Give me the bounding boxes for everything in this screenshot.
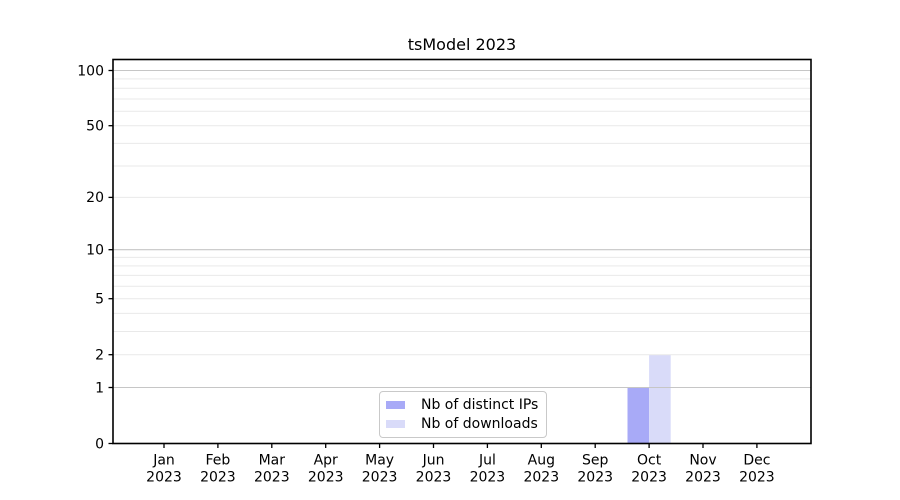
legend-label-downloads: Nb of downloads [421, 416, 538, 432]
x-tick-label: Oct 2023 [631, 453, 667, 486]
x-tick-label: Nov 2023 [685, 453, 721, 486]
y-tick-label: 1 [95, 380, 104, 396]
bar-downloads-oct [649, 354, 671, 444]
legend-swatch-downloads [386, 420, 405, 428]
x-tick-label: Jul 2023 [470, 453, 506, 486]
y-tick-label: 2 [95, 348, 104, 364]
chart-title: tsModel 2023 [407, 35, 517, 54]
y-tick-label: 50 [86, 119, 104, 135]
legend-swatch-distinct-ips [386, 401, 405, 409]
x-tick-label: Jan 2023 [146, 453, 182, 486]
y-tick-label: 0 [95, 436, 104, 452]
y-tick-label: 10 [86, 243, 104, 259]
x-tick-label: Mar 2023 [254, 453, 290, 486]
plot-border [112, 58, 812, 445]
x-tick-label: Dec 2023 [739, 453, 775, 486]
legend-item-downloads: Nb of downloads [386, 416, 540, 432]
bar-distinct-ips-oct [627, 387, 650, 444]
x-tick-label: Apr 2023 [308, 453, 344, 486]
x-tick-label: Aug 2023 [523, 453, 559, 486]
x-tick-label: May 2023 [362, 453, 398, 486]
legend-item-distinct-ips: Nb of distinct IPs [386, 397, 540, 413]
x-tick-label: Feb 2023 [200, 453, 236, 486]
y-tick-label: 100 [77, 63, 104, 79]
y-tick-label: 5 [95, 292, 104, 308]
y-tick-label: 20 [86, 190, 104, 206]
legend-label-distinct-ips: Nb of distinct IPs [421, 397, 539, 413]
x-tick-label: Sep 2023 [577, 453, 613, 486]
x-tick-label: Jun 2023 [416, 453, 452, 486]
legend: Nb of distinct IPs Nb of downloads [379, 391, 547, 438]
